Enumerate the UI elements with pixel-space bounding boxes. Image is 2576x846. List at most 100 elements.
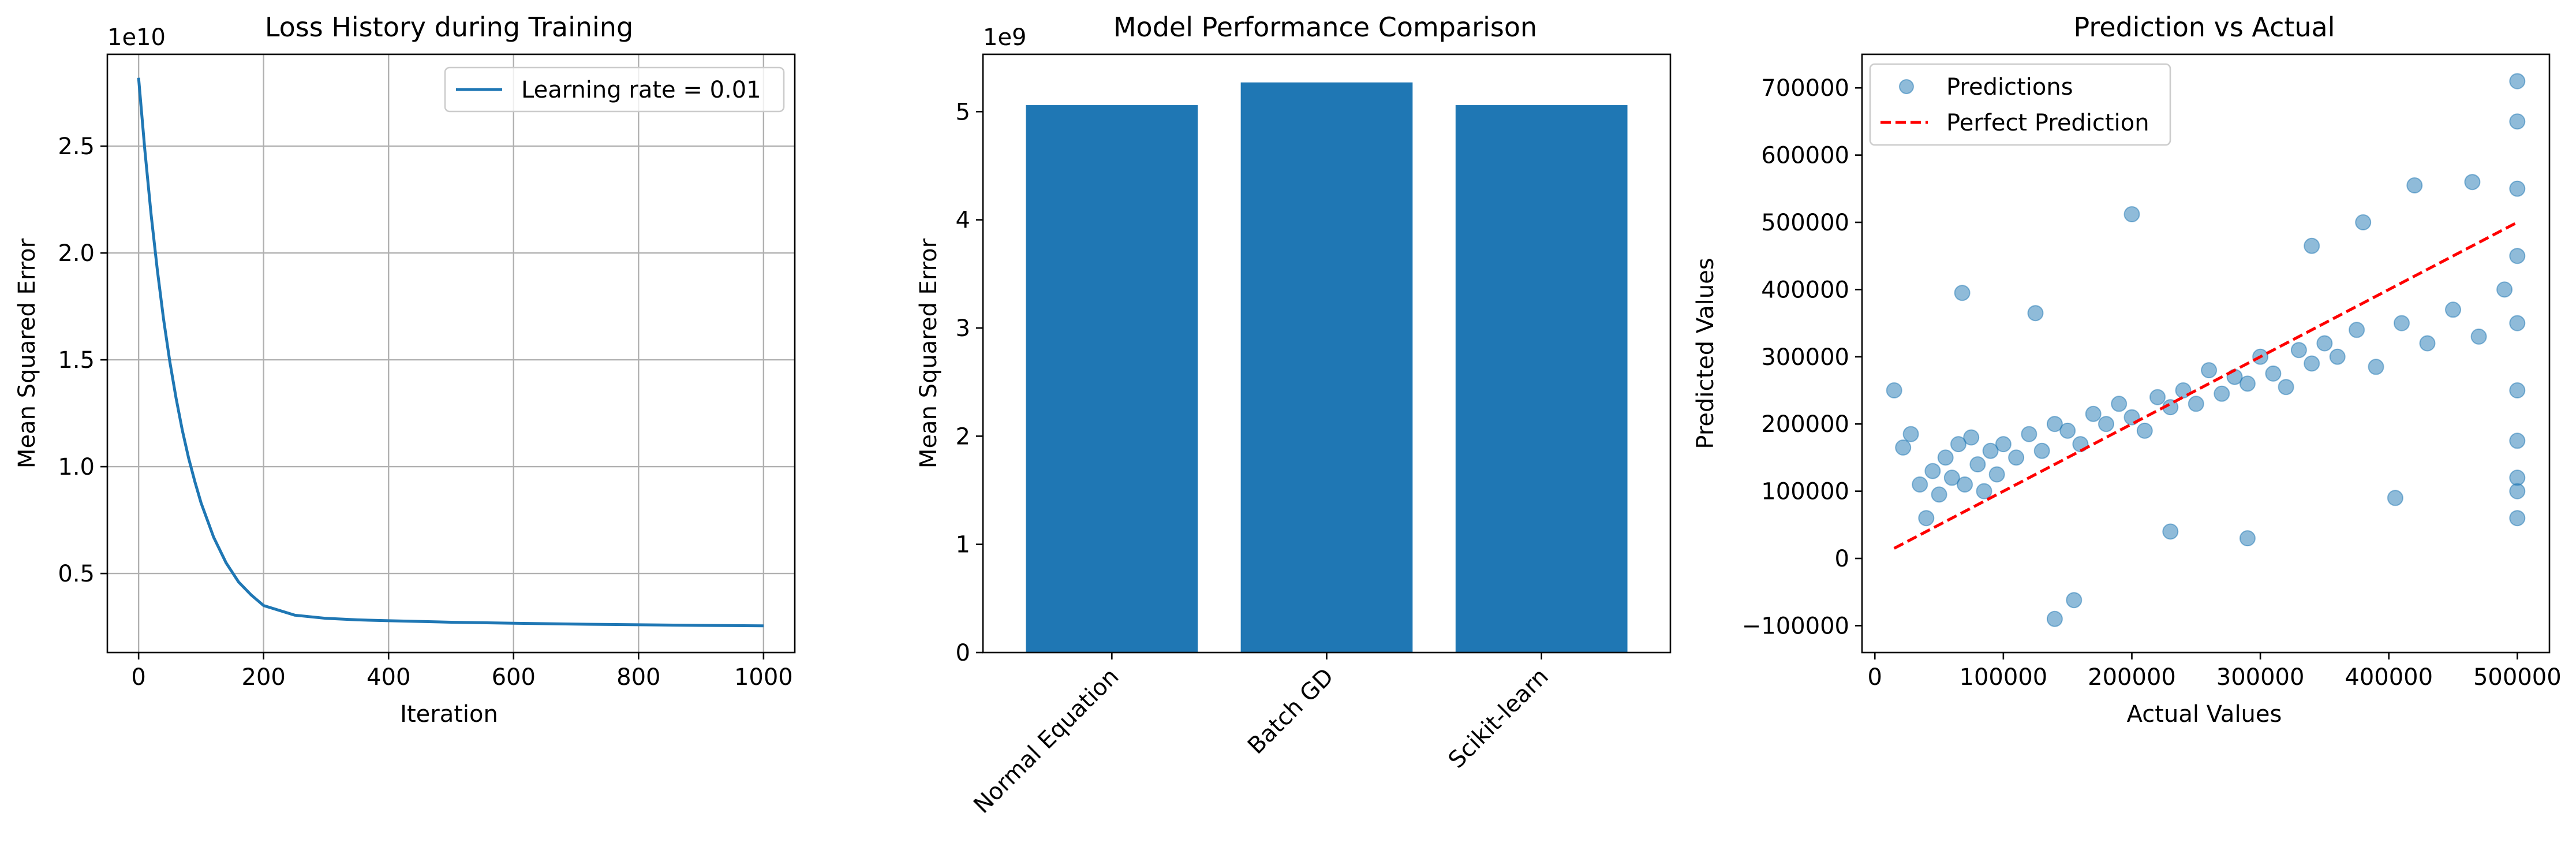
pred-legend-box bbox=[1869, 63, 2171, 146]
pred-point bbox=[1886, 382, 1902, 398]
perf-x-tick-label: Batch GD bbox=[1243, 664, 1339, 760]
pred-point bbox=[2265, 365, 2282, 382]
pred-x-ticks: 0 100000 200000 300000 400000 500000 bbox=[1868, 653, 2562, 691]
loss-y-tick-label: 2.0 bbox=[58, 240, 95, 267]
pred-legend-marker bbox=[1899, 79, 1914, 94]
pred-y-tick-label: 200000 bbox=[1761, 411, 1849, 438]
perf-y-tick-label: 2 bbox=[956, 423, 970, 450]
pred-point bbox=[1943, 469, 1960, 486]
pred-point bbox=[2509, 248, 2526, 264]
pred-point bbox=[2387, 490, 2403, 506]
pred-point bbox=[2214, 385, 2230, 402]
pred-point bbox=[1954, 285, 1971, 301]
pred-y-tick-label: 400000 bbox=[1761, 277, 1849, 303]
perf-y-ticks: 0 1 2 3 4 5 bbox=[956, 99, 983, 666]
pred-point bbox=[2329, 348, 2346, 365]
pred-point bbox=[2046, 610, 2063, 627]
pred-point bbox=[1969, 456, 1986, 473]
pred-reference-line bbox=[1893, 221, 2518, 550]
pred-x-label: Actual Values bbox=[2127, 701, 2282, 728]
loss-x-ticks: 0 200 400 600 800 1000 bbox=[131, 653, 793, 691]
pred-point bbox=[1988, 466, 2005, 483]
loss-x-label: Iteration bbox=[400, 701, 498, 728]
pred-point bbox=[2098, 416, 2114, 433]
loss-series-line bbox=[137, 77, 764, 628]
pred-point bbox=[2188, 396, 2204, 412]
loss-title: Loss History during Training bbox=[265, 12, 633, 43]
pred-point bbox=[2162, 523, 2179, 540]
perf-y-tick-label: 1 bbox=[956, 532, 970, 558]
pred-point bbox=[1918, 510, 1935, 527]
perf-y-tick-label: 4 bbox=[956, 207, 970, 234]
pred-point bbox=[2509, 433, 2526, 449]
pred-point bbox=[2046, 416, 2063, 433]
pred-title: Prediction vs Actual bbox=[2073, 12, 2335, 43]
pred-point bbox=[2085, 405, 2102, 422]
pred-y-tick-label: 500000 bbox=[1761, 210, 1849, 236]
loss-axes-frame bbox=[106, 53, 796, 654]
loss-grid bbox=[107, 54, 795, 653]
pred-point bbox=[2239, 375, 2256, 392]
loss-y-tick-label: 1.0 bbox=[58, 454, 95, 480]
pred-point bbox=[2464, 174, 2481, 191]
pred-point bbox=[2123, 206, 2140, 222]
pred-y-tick-label: 300000 bbox=[1761, 344, 1849, 371]
pred-point bbox=[2509, 483, 2526, 500]
pred-point bbox=[2509, 113, 2526, 130]
pred-x-tick-label: 300000 bbox=[2216, 664, 2305, 691]
pred-point bbox=[1902, 426, 1919, 442]
pred-point bbox=[1912, 476, 1928, 493]
pred-point bbox=[2201, 362, 2218, 379]
pred-point bbox=[2368, 359, 2384, 375]
pred-point bbox=[2033, 442, 2050, 459]
pred-point bbox=[1995, 436, 2012, 453]
pred-legend: Predictions Perfect Prediction bbox=[1869, 63, 2171, 146]
pred-point bbox=[2419, 335, 2436, 352]
pred-point bbox=[2008, 449, 2025, 466]
pred-point bbox=[2496, 281, 2513, 298]
pred-point bbox=[2509, 382, 2526, 398]
loss-x-tick-label: 800 bbox=[616, 664, 660, 691]
pred-y-tick-label: 100000 bbox=[1761, 479, 1849, 505]
loss-y-ticks: 0.5 1.0 1.5 2.0 2.5 bbox=[58, 133, 107, 587]
loss-y-label: Mean Squared Error bbox=[14, 238, 40, 468]
prediction-panel: Prediction vs Actual 0 100000 200000 300000… bbox=[1692, 12, 2562, 728]
pred-point bbox=[2278, 379, 2294, 396]
pred-point bbox=[2304, 355, 2320, 372]
pred-point bbox=[2111, 396, 2128, 412]
loss-y-offset: 1e10 bbox=[107, 24, 166, 51]
perf-bar bbox=[1240, 82, 1413, 653]
pred-legend-label-reference: Perfect Prediction bbox=[1946, 110, 2149, 136]
loss-line-layer bbox=[137, 77, 764, 628]
loss-legend: Learning rate = 0.01 bbox=[444, 66, 785, 113]
pred-point bbox=[2509, 510, 2526, 527]
pred-point bbox=[2509, 469, 2526, 486]
pred-points bbox=[1886, 73, 2526, 627]
pred-point bbox=[2066, 592, 2083, 609]
pred-point bbox=[1931, 486, 1947, 503]
perf-bar bbox=[1455, 105, 1628, 653]
pred-point bbox=[2509, 180, 2526, 197]
loss-y-tick-label: 2.5 bbox=[58, 133, 95, 160]
pred-point bbox=[2304, 237, 2320, 254]
pred-point bbox=[2509, 73, 2526, 90]
loss-legend-box bbox=[444, 66, 785, 113]
pred-point bbox=[2509, 315, 2526, 331]
perf-title: Model Performance Comparison bbox=[1113, 12, 1537, 43]
pred-point bbox=[2349, 322, 2365, 338]
pred-y-tick-label: 0 bbox=[1835, 546, 1849, 572]
pred-point bbox=[2355, 214, 2372, 230]
pred-y-ticks: −100000 0 100000 200000 300000 400000 500000 60… bbox=[1742, 75, 1862, 639]
pred-y-tick-label: 600000 bbox=[1761, 143, 1849, 169]
pred-point bbox=[2149, 389, 2166, 405]
pred-point bbox=[2316, 335, 2333, 352]
perf-bar bbox=[1026, 105, 1198, 653]
pred-point bbox=[2470, 328, 2487, 345]
perf-y-offset: 1e9 bbox=[983, 24, 1027, 51]
pred-point bbox=[2394, 315, 2410, 331]
pred-x-tick-label: 400000 bbox=[2345, 664, 2433, 691]
pred-point bbox=[1937, 449, 1954, 466]
loss-x-tick-label: 600 bbox=[492, 664, 536, 691]
pred-point bbox=[2445, 301, 2461, 318]
